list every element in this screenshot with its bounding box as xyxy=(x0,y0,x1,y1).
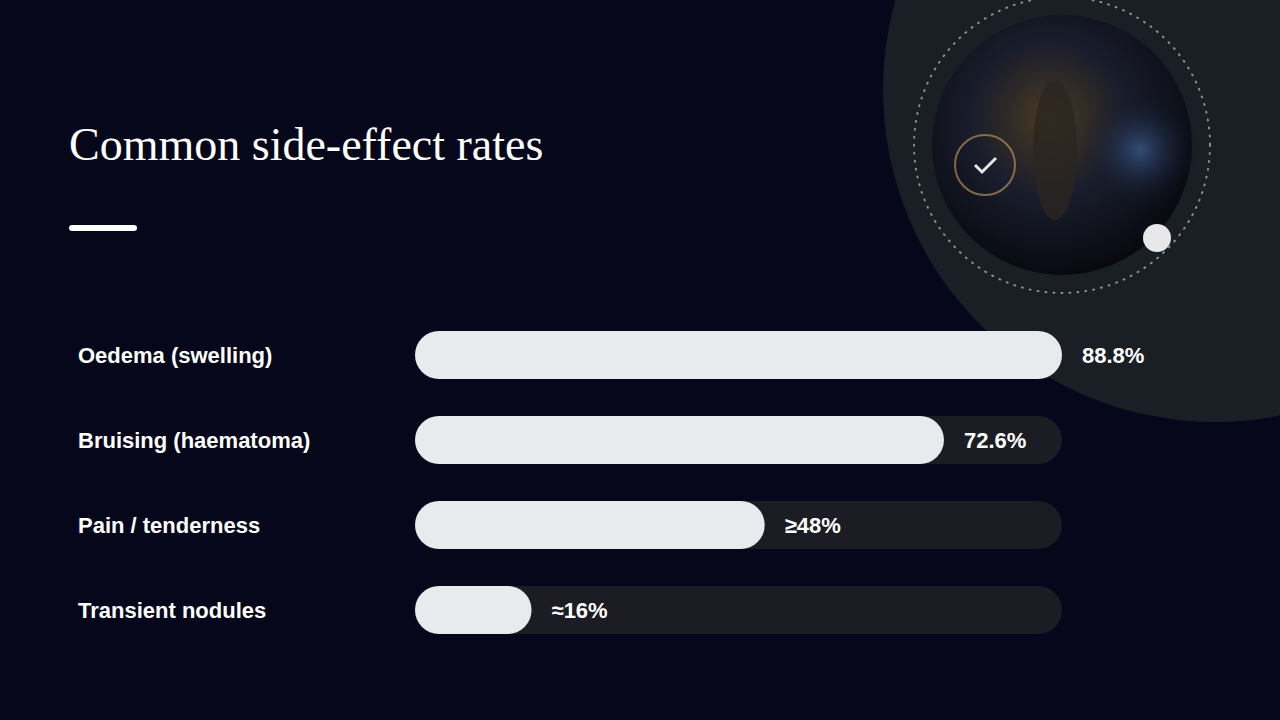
svg-text:≈16%: ≈16% xyxy=(552,598,608,623)
svg-text:88.8%: 88.8% xyxy=(1082,343,1144,368)
html-text:Common side-effect rates: Common side-effect rates xyxy=(69,119,544,170)
svg-text:≥48%: ≥48% xyxy=(785,513,841,538)
svg-text:Bruising (haematoma): Bruising (haematoma) xyxy=(78,428,310,453)
svg-text:72.6%: 72.6% xyxy=(964,428,1026,453)
svg-text:Transient nodules: Transient nodules xyxy=(78,598,266,623)
svg-text:Pain / tenderness: Pain / tenderness xyxy=(78,513,260,538)
svg-text:Oedema (swelling): Oedema (swelling) xyxy=(78,343,272,368)
